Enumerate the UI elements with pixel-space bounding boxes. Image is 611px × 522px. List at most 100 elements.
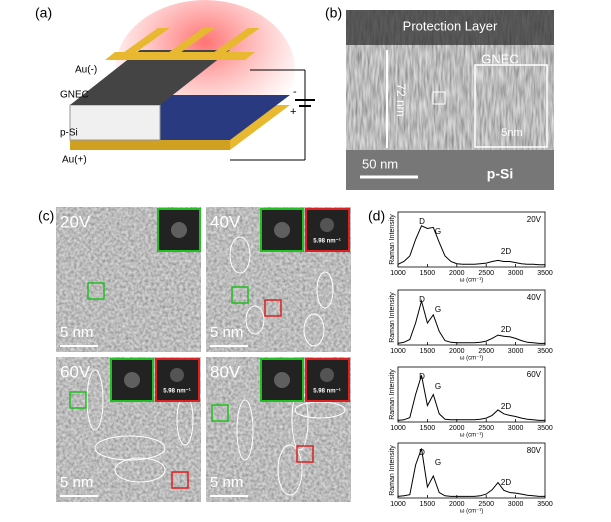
annotation: Au(-)	[75, 65, 97, 76]
x-tick-label: 3000	[508, 348, 524, 355]
peak-label: G	[435, 227, 441, 236]
panel-b: (b) Protection Layer GNEC 72 nm 50 nm p-…	[325, 5, 554, 190]
spectrum-line	[397, 299, 545, 344]
x-tick-label: 3500	[537, 501, 553, 508]
annotation: Au(+)	[62, 155, 87, 166]
fft-ring	[171, 222, 187, 238]
electrode	[120, 28, 170, 55]
peak-label: D	[419, 295, 425, 304]
x-tick-label: 2000	[449, 348, 465, 355]
au-front	[70, 140, 230, 150]
zoom-box	[432, 91, 446, 105]
y-axis-label: Raman Intensity	[389, 445, 396, 496]
fft-label: 5.98 nm⁻¹	[163, 388, 191, 395]
domain-outline	[86, 369, 104, 431]
voltage-label: 20V	[60, 212, 91, 231]
raman-chart: 1000 1500 2000 2500 3000 3500 ω (cm⁻¹) Raman In…	[389, 289, 553, 362]
x-tick-label: 3500	[537, 348, 553, 355]
y-axis-label: Raman Intensity	[389, 214, 396, 265]
gnec-front	[69, 104, 161, 141]
annotation: 5nm	[501, 127, 522, 139]
panel-label: (b)	[325, 5, 342, 21]
spectrum-line	[397, 375, 545, 421]
voltage-label: 40V	[527, 293, 542, 302]
domain-outline	[316, 271, 334, 309]
plot-frame	[397, 366, 546, 423]
protection-layer	[346, 10, 554, 45]
voltage-label: 60V	[527, 370, 542, 379]
peak-label: 2D	[501, 325, 511, 334]
x-tick-label: 2500	[478, 270, 494, 277]
x-axis-label: ω (cm⁻¹)	[460, 356, 484, 362]
y-axis-label: Raman Intensity	[389, 292, 396, 343]
panel-d: (d) 1000 1500 2000 2500 3000 3500 ω (cm⁻¹) Rama…	[368, 208, 553, 515]
x-tick-label: 1500	[420, 270, 436, 277]
x-tick-label: 2500	[478, 348, 494, 355]
electrode	[210, 28, 260, 55]
peak-label: 2D	[501, 402, 511, 411]
panel-label: (d)	[368, 208, 385, 224]
domain-outline	[245, 305, 265, 335]
x-axis-label: ω (cm⁻¹)	[460, 433, 484, 439]
peak-label: G	[435, 458, 441, 467]
minus-sign: -	[293, 86, 297, 98]
x-tick-label: 1500	[420, 348, 436, 355]
spectrum-line	[397, 225, 545, 266]
voltage-label: 20V	[527, 215, 542, 224]
x-tick-label: 2000	[449, 501, 465, 508]
domain-outline	[277, 444, 303, 496]
region-box	[171, 471, 189, 489]
x-axis-label: ω (cm⁻¹)	[460, 509, 484, 515]
scale-label: 5 nm	[210, 474, 243, 491]
panel-label: (c)	[38, 208, 54, 224]
voltage-label: 40V	[210, 212, 241, 231]
raman-chart: 1000 1500 2000 2500 3000 3500 ω (cm⁻¹) Raman In…	[389, 442, 553, 515]
x-tick-label: 3000	[508, 425, 524, 432]
x-tick-label: 1000	[390, 348, 406, 355]
domain-outline	[236, 399, 254, 461]
peak-label: G	[435, 305, 441, 314]
spectrum-line	[397, 448, 545, 497]
gnec-top	[70, 50, 230, 105]
x-tick-label: 1000	[390, 270, 406, 277]
x-axis-label: ω (cm⁻¹)	[460, 278, 484, 284]
annotation: p-Si	[487, 166, 513, 182]
scale-label: 5 nm	[60, 474, 93, 491]
fft-ring	[124, 372, 140, 388]
x-tick-label: 1500	[420, 425, 436, 432]
peak-label: D	[419, 217, 425, 226]
raman-chart: 1000 1500 2000 2500 3000 3500 ω (cm⁻¹) Raman In…	[389, 211, 553, 284]
fft-label: 5.98 nm⁻¹	[313, 388, 341, 395]
annotation: 50 nm	[362, 156, 398, 171]
annotation: 72 nm	[394, 83, 408, 116]
peak-label: G	[435, 382, 441, 391]
voltage-label: 80V	[527, 446, 542, 455]
tem-image-group: 5.98 nm⁻¹ 40V 5 nm	[206, 207, 351, 352]
fft-ring	[274, 372, 290, 388]
plot-frame	[397, 442, 546, 499]
annotation: GNEC	[481, 51, 519, 66]
region-box	[211, 404, 229, 422]
fft-inset	[157, 208, 201, 252]
fft-inset	[305, 358, 350, 402]
x-tick-label: 1000	[390, 425, 406, 432]
peak-label: D	[419, 448, 425, 457]
x-tick-label: 3500	[537, 270, 553, 277]
fft-ring	[320, 218, 334, 232]
fft-ring	[170, 368, 184, 382]
x-tick-label: 2500	[478, 501, 494, 508]
zoom-inset	[474, 64, 548, 148]
p-si-region	[346, 150, 554, 190]
scale-label: 5 nm	[60, 324, 93, 341]
fft-ring	[320, 368, 334, 382]
plot-frame	[397, 211, 546, 268]
tem-image-group: 5.98 nm⁻¹ 80V 5 nm	[206, 357, 351, 502]
voltage-label: 60V	[60, 362, 91, 381]
tem-image-group: 5.98 nm⁻¹ 60V 5 nm	[56, 357, 201, 502]
peak-label: 2D	[501, 247, 511, 256]
domain-outline	[94, 435, 166, 461]
x-tick-label: 2000	[449, 270, 465, 277]
fft-inset	[305, 208, 350, 252]
